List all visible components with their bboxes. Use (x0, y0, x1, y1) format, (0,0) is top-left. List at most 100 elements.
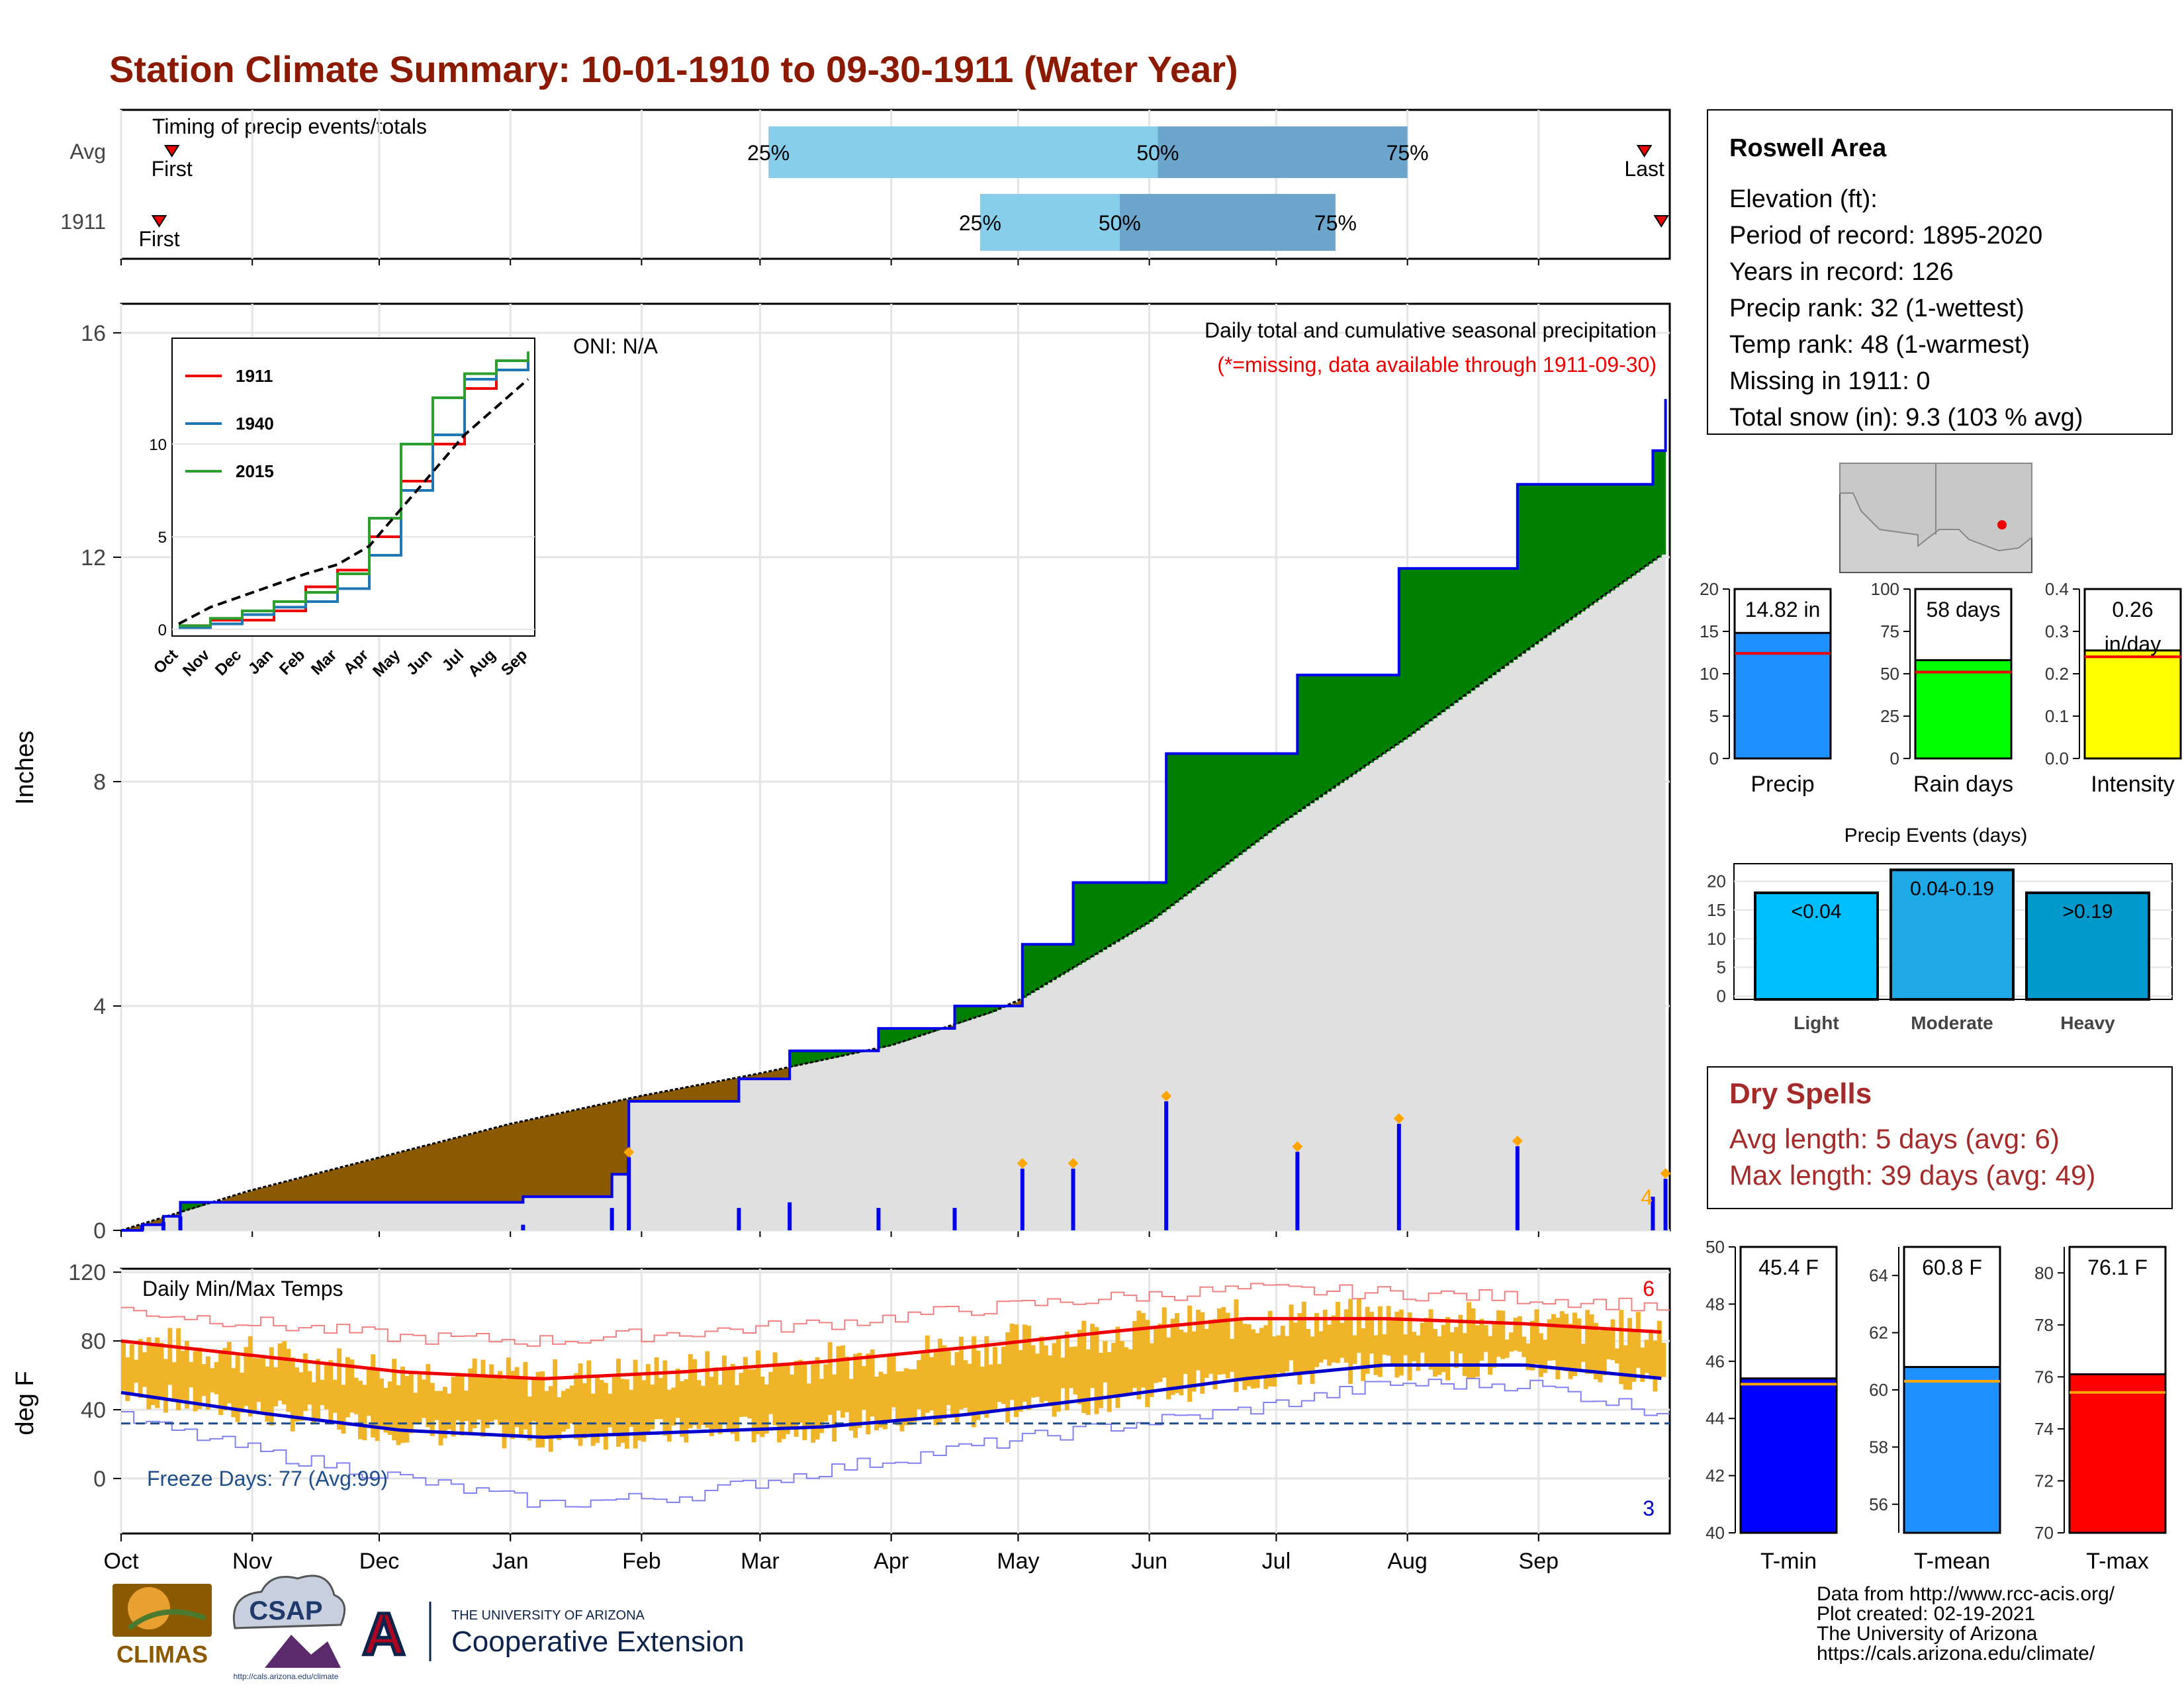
daily-temp-bar (434, 1391, 439, 1420)
record-low-count: 3 (1643, 1496, 1655, 1520)
daily-temp-bar (358, 1381, 363, 1439)
daily-temp-bar (1412, 1332, 1416, 1361)
surplus-slice (1120, 883, 1124, 940)
daily-temp-bar (1572, 1312, 1577, 1376)
daily-temp-bar (557, 1397, 562, 1440)
daily-temp-bar (595, 1377, 600, 1443)
deficit-slice (422, 1146, 426, 1202)
daily-temp-bar (1653, 1341, 1657, 1392)
intensity-bar (2085, 651, 2181, 758)
surplus-slice (1526, 484, 1531, 651)
daily-temp-bar (1606, 1330, 1611, 1359)
deficit-slice (434, 1143, 439, 1202)
deficit-slice (273, 1185, 278, 1203)
surplus-slice (1242, 754, 1247, 852)
deficit-slice (341, 1167, 345, 1203)
daily-temp-bar (925, 1336, 930, 1413)
intensity-tick-label: 0.2 (2045, 664, 2069, 684)
daily-temp-bar (570, 1385, 574, 1424)
daily-temp-bar (130, 1344, 134, 1394)
timing-row-1911-label: 1911 (60, 210, 106, 234)
daily-temp-bar (1128, 1349, 1133, 1393)
surplus-slice (798, 1051, 803, 1066)
precip-y-tick-label: 16 (81, 321, 106, 346)
surplus-slice (1640, 484, 1645, 570)
events-range-light: <0.04 (1792, 901, 1842, 923)
surplus-slice (1154, 883, 1158, 919)
daily-temp-bar (252, 1358, 257, 1412)
surplus-slice (887, 1028, 891, 1046)
deficit-slice (316, 1173, 320, 1202)
daily-temp-bar (1255, 1333, 1259, 1388)
daily-temp-bar (388, 1381, 392, 1435)
daily-temp-bar (688, 1354, 693, 1428)
daily-precip-bar (1164, 1101, 1168, 1230)
daily-temp-bar (1564, 1314, 1569, 1371)
surplus-slice (1576, 484, 1581, 615)
daily-temp-bar (980, 1367, 985, 1414)
daily-temp-bar (1390, 1320, 1395, 1363)
surplus-slice (1048, 944, 1052, 983)
surplus-slice (1471, 569, 1476, 691)
deficit-slice (722, 1081, 727, 1101)
daily-temp-bar (1500, 1310, 1505, 1359)
surplus-slice (1044, 944, 1048, 985)
surplus-slice (1373, 675, 1378, 760)
surplus-slice (1336, 675, 1340, 786)
daily-temp-bar (1293, 1322, 1298, 1374)
deficit-slice (549, 1116, 553, 1197)
precip-label: Precip (1751, 772, 1814, 797)
events-tick-label: 20 (1707, 872, 1726, 891)
deficit-slice (409, 1150, 414, 1202)
daily-temp-bar (1551, 1314, 1556, 1361)
deficit-slice (726, 1079, 731, 1101)
footer-line-1: Data from http://www.rcc-acis.org/ (1817, 1583, 2115, 1605)
surplus-slice (1205, 754, 1209, 881)
deficit-slice (473, 1134, 477, 1203)
daily-temp-bar (1387, 1306, 1391, 1355)
surplus-slice (1226, 754, 1230, 865)
daily-temp-bar (836, 1346, 841, 1410)
tbar-tick-label: 64 (1869, 1265, 1888, 1285)
precip-tick-label: 0 (1709, 749, 1719, 768)
tbar-label: T-min (1760, 1549, 1817, 1574)
temp-y-tick-label: 120 (68, 1260, 106, 1285)
month-label-dec: Dec (359, 1549, 399, 1574)
footer-line-4: https://cals.arizona.edu/climate/ (1817, 1643, 2095, 1665)
daily-temp-bar (913, 1369, 917, 1422)
timing-first-label: First (138, 227, 179, 251)
timing-q3-bar (1158, 126, 1407, 178)
daily-temp-bar (1484, 1325, 1488, 1352)
deficit-slice (536, 1119, 541, 1197)
surplus-slice (1318, 675, 1323, 798)
deficit-slice (464, 1136, 469, 1203)
deficit-slice (451, 1139, 456, 1203)
surplus-slice (1387, 675, 1391, 751)
daily-temp-bar (1230, 1339, 1234, 1372)
raindays-tick-label: 75 (1880, 621, 1899, 641)
daily-temp-bar (328, 1360, 333, 1422)
daily-temp-bar (891, 1353, 896, 1407)
daily-temp-bar (1183, 1332, 1188, 1374)
deficit-slice (362, 1162, 367, 1202)
daily-temp-bar (1162, 1307, 1167, 1377)
deficit-slice (248, 1191, 253, 1203)
surplus-slice (1115, 883, 1120, 942)
daily-temp-bar (502, 1379, 506, 1448)
daily-temp-bar (904, 1368, 909, 1425)
daily-temp-bar (841, 1346, 845, 1418)
station-line-4: Precip rank: 32 (1-wettest) (1729, 295, 2025, 322)
deficit-slice (257, 1189, 261, 1202)
daily-temp-bar (1272, 1336, 1277, 1387)
timing-row-avg-label: Avg (69, 140, 106, 163)
daily-temp-bar (531, 1379, 536, 1421)
surplus-slice (1221, 754, 1226, 868)
daily-temp-bar (1196, 1310, 1201, 1370)
daily-temp-bar (312, 1383, 316, 1424)
deficit-slice (337, 1168, 341, 1202)
daily-temp-bar (1492, 1322, 1496, 1368)
daily-temp-bar (899, 1371, 904, 1432)
daily-temp-bar (443, 1387, 447, 1438)
timing-p50-label: 50% (1136, 141, 1179, 165)
